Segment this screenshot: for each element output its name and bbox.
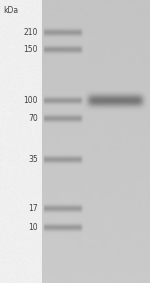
Text: 100: 100 [24, 96, 38, 105]
Text: 17: 17 [28, 203, 38, 213]
Text: 210: 210 [24, 28, 38, 37]
Text: 35: 35 [28, 155, 38, 164]
Text: 70: 70 [28, 114, 38, 123]
Text: 150: 150 [24, 45, 38, 54]
Text: 10: 10 [28, 223, 38, 232]
Text: kDa: kDa [3, 6, 18, 15]
